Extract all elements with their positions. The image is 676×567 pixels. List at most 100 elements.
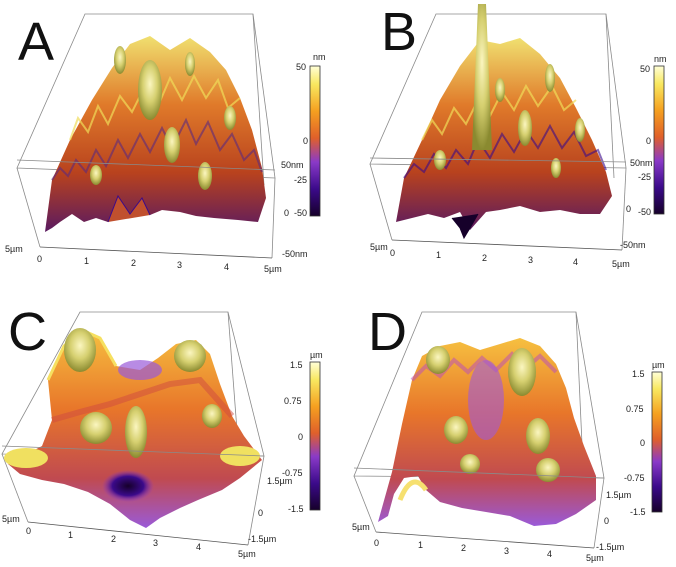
surface-b (396, 4, 612, 240)
x-axis (39, 246, 273, 259)
purple-region (468, 360, 504, 440)
colorbar-tick: 1.5 (632, 369, 645, 379)
peak (114, 46, 126, 74)
x-tick: 1 (418, 540, 423, 550)
panel-d: D 0 1 2 3 4 5µm 5µm -1.5µm 1.5µm 0 µm (352, 302, 665, 563)
purple-region (118, 360, 162, 380)
zero-plane-line (369, 157, 627, 163)
colorbar-frame (651, 371, 663, 513)
colorbar-frame (309, 361, 321, 511)
colorbar-tick: -50 (638, 207, 651, 217)
x-axis (375, 531, 595, 549)
peak (434, 150, 446, 170)
x-tick: 4 (224, 262, 229, 272)
colorbar-gradient (652, 372, 662, 512)
peak (526, 418, 550, 454)
z-tick: -50nm (282, 249, 308, 259)
x-tick: 2 (131, 258, 136, 268)
x-tick: 5µm (264, 264, 282, 274)
panel-label: D (368, 302, 407, 362)
zero-plane-line (1, 445, 265, 457)
colorbar-tick: 0.75 (284, 396, 302, 406)
y-tick: 5µm (370, 242, 388, 252)
peak (545, 64, 555, 92)
box-edge (621, 167, 627, 251)
z-tick: 0 (626, 204, 631, 214)
peak (551, 158, 561, 178)
x-tick: 4 (547, 549, 552, 559)
x-tick: 0 (37, 254, 42, 264)
box-edge (271, 177, 276, 259)
box-edge (605, 13, 615, 179)
box-edge (593, 477, 605, 549)
box-edge (252, 13, 265, 186)
z-tick: -50nm (620, 240, 646, 250)
peak (202, 404, 222, 428)
colorbar-b: nm 50 0 -25 -50 (638, 54, 667, 217)
peak (220, 446, 260, 466)
x-axis (27, 521, 249, 546)
z-tick: 1.5µm (606, 490, 631, 500)
x-tick: 1 (436, 250, 441, 260)
zero-plane-line (16, 159, 276, 171)
peak (224, 106, 236, 130)
x-tick: 0 (374, 538, 379, 548)
box-edge (353, 475, 377, 533)
box-edge (369, 163, 393, 241)
z-tick: 0 (258, 508, 263, 518)
colorbar-frame (653, 65, 665, 215)
colorbar-unit: nm (654, 54, 667, 64)
colorbar-tick: -1.5 (630, 507, 646, 517)
z-tick: 0 (604, 516, 609, 526)
colorbar-gradient (654, 66, 664, 214)
x-tick: 3 (528, 255, 533, 265)
x-tick: 4 (573, 257, 578, 267)
x-axis (391, 239, 623, 251)
z-tick: -1.5µm (596, 542, 624, 552)
zero-plane-line (353, 467, 605, 479)
y-tick: 5µm (5, 244, 23, 254)
peak (185, 52, 195, 76)
x-tick: 1 (84, 256, 89, 266)
z-tick: 1.5µm (267, 476, 292, 486)
panel-b: B 0 1 2 3 4 5µm 5µm -50nm 50 nm 0 (369, 2, 667, 269)
colorbar-c: µm 1.5 0.75 0 -0.75 -1.5 (282, 350, 323, 514)
peak (495, 78, 505, 102)
colorbar-unit: nm (313, 52, 326, 62)
peak (174, 340, 206, 372)
colorbar-frame (309, 65, 321, 217)
x-tick: 2 (111, 534, 116, 544)
colorbar-tick: -50 (294, 208, 307, 218)
colorbar-tick: -25 (638, 172, 651, 182)
panel-label: B (381, 2, 417, 62)
peak (80, 412, 112, 444)
colorbar-tick: -0.75 (282, 468, 303, 478)
colorbar-gradient (310, 66, 320, 216)
colorbar-tick: 50 (640, 64, 650, 74)
x-tick: 3 (177, 260, 182, 270)
peak (64, 328, 96, 372)
peak (125, 406, 147, 458)
colorbar-unit: µm (310, 350, 323, 360)
x-tick: 2 (482, 253, 487, 263)
hole (102, 470, 154, 502)
x-tick: 4 (196, 542, 201, 552)
x-tick: 5µm (612, 259, 630, 269)
peak (508, 348, 536, 396)
peak (536, 458, 560, 482)
colorbar-tick: -1.5 (288, 504, 304, 514)
peak (90, 165, 102, 185)
surface-a (45, 36, 266, 232)
peak (138, 60, 162, 120)
colorbar-tick: 0 (640, 438, 645, 448)
x-tick: 5µm (586, 553, 604, 563)
x-tick: 2 (461, 543, 466, 553)
colorbar-gradient (310, 362, 320, 510)
colorbar-tick: -0.75 (624, 473, 645, 483)
surface-c (4, 328, 262, 528)
panel-label: C (8, 302, 47, 362)
x-tick: 1 (68, 530, 73, 540)
x-tick: 0 (390, 248, 395, 258)
y-tick: 5µm (2, 514, 20, 524)
